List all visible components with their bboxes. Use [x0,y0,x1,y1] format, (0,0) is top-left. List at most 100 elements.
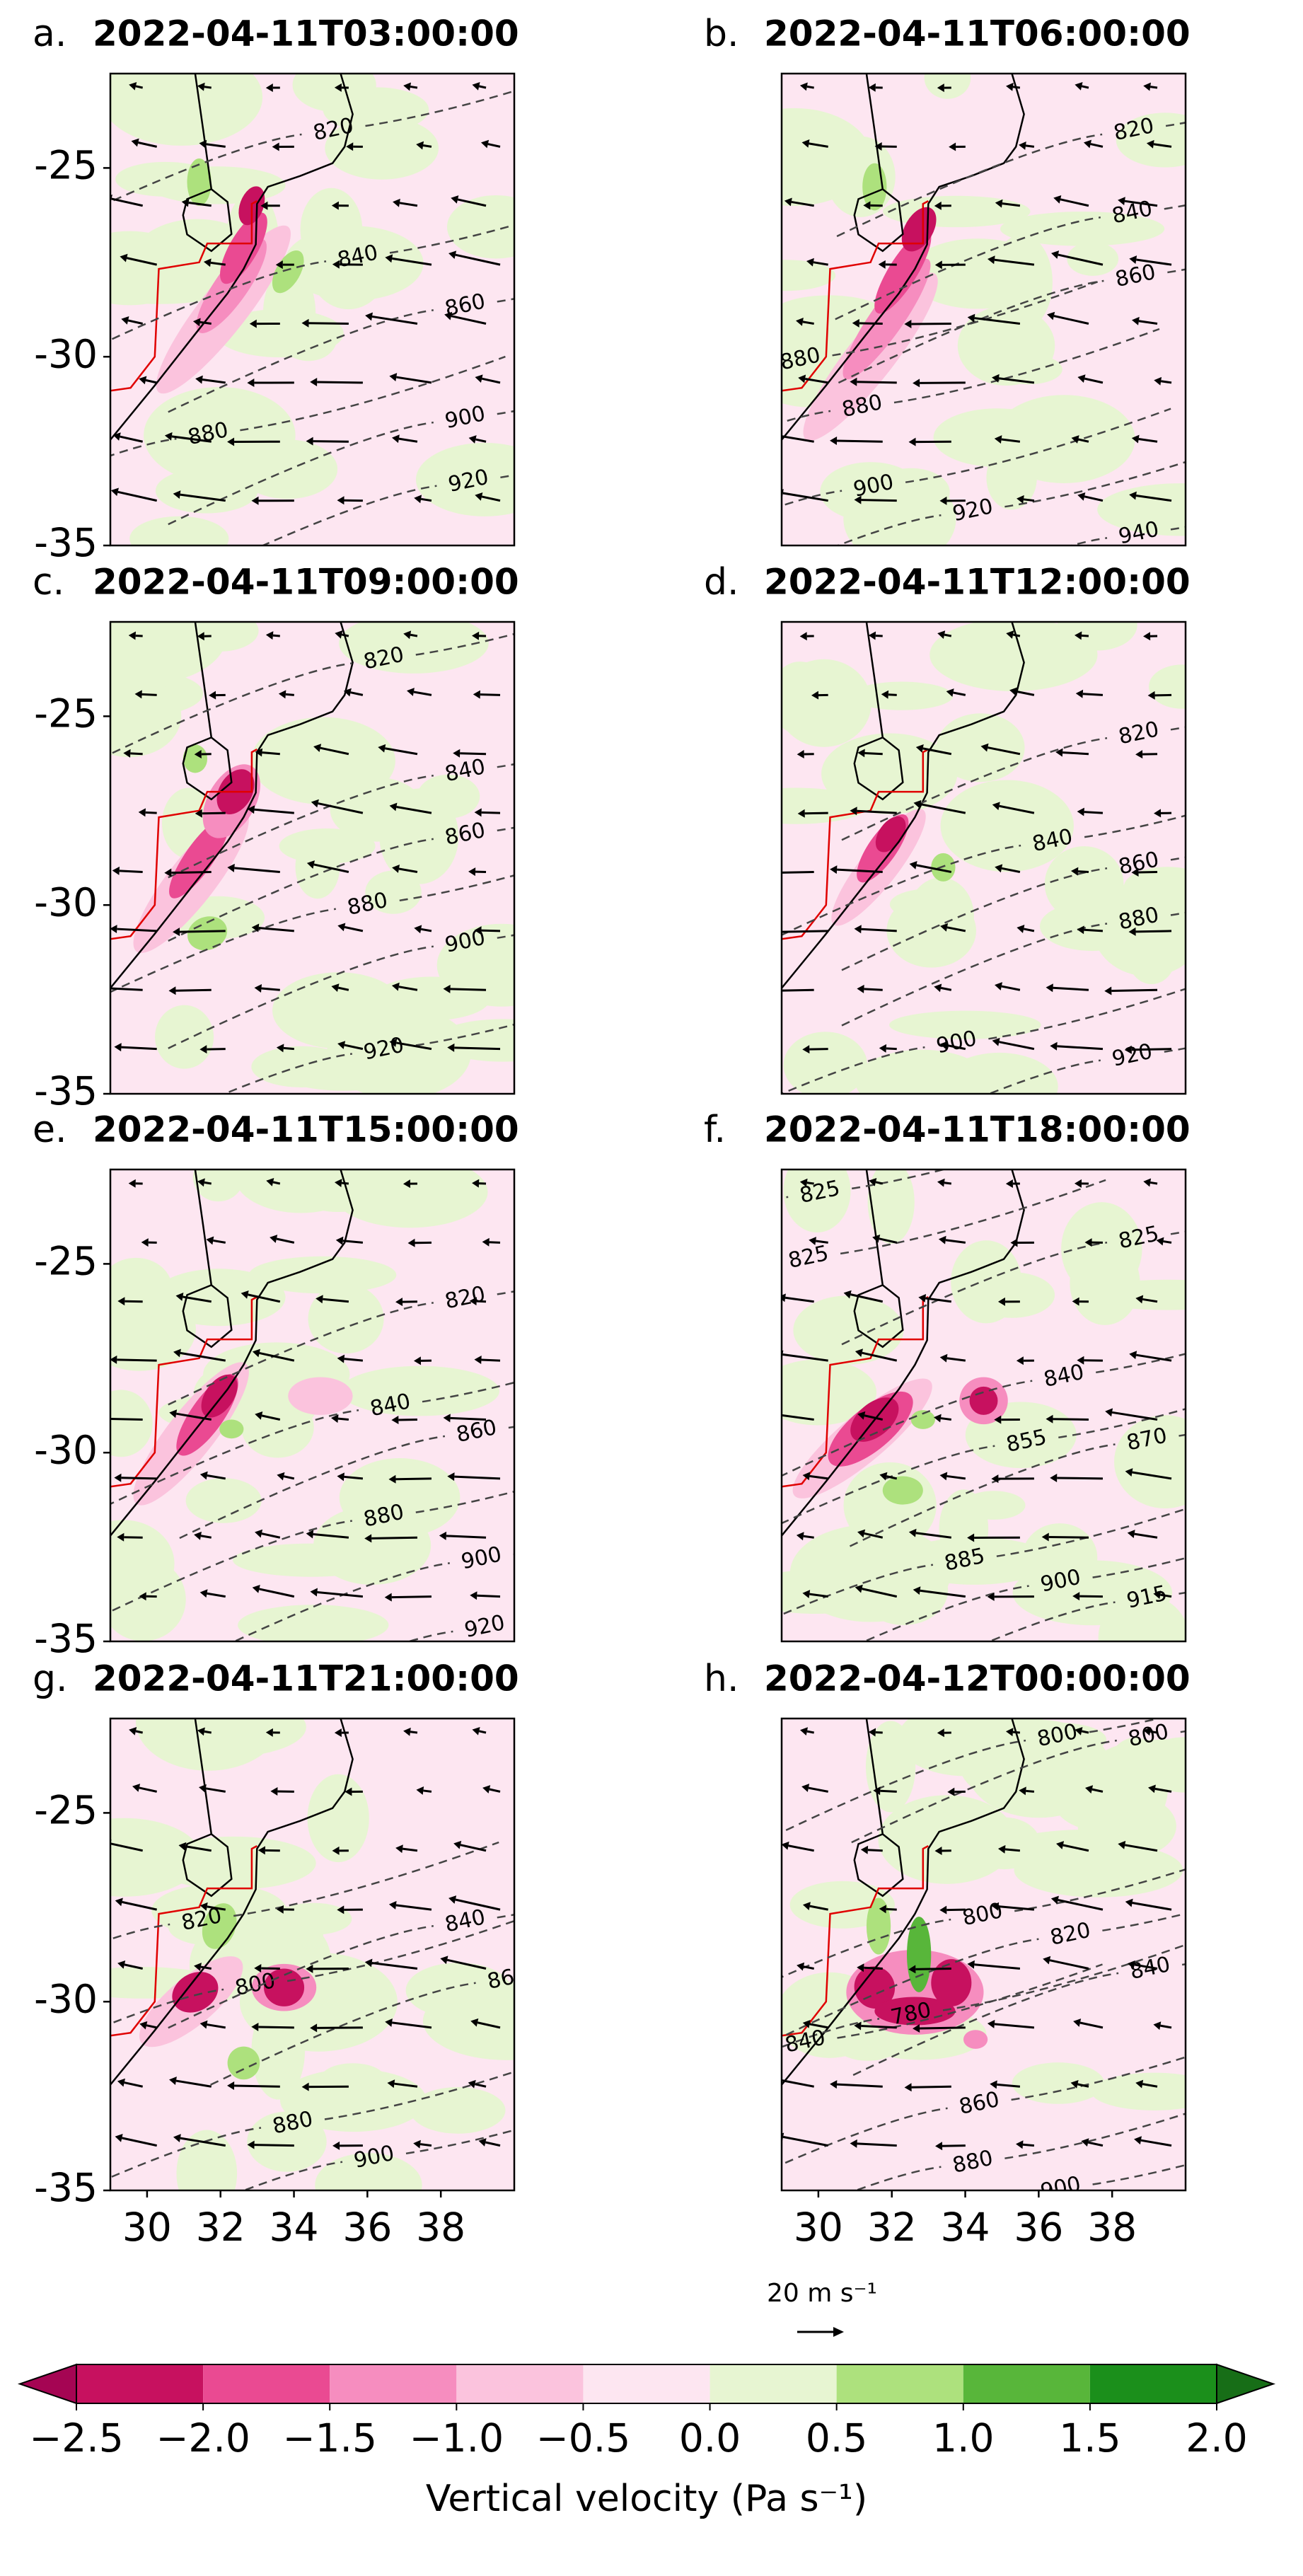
wind-arrow [1149,1730,1158,1734]
wind-arrow-head [199,2020,208,2029]
colorbar-bin [456,2364,584,2403]
wind-arrow-head [1009,687,1018,696]
wind-arrow [179,930,226,933]
province-border [110,1296,257,1488]
colorbar-tick-label: −1.5 [282,2415,377,2461]
wind-arrow [920,803,966,814]
wind-arrow-head [255,1411,263,1420]
wind-arrow [135,1730,144,1734]
shading [339,622,489,674]
wind-arrow-head [197,1178,205,1187]
wind-arrow [199,320,212,325]
wind-arrow [122,2137,158,2147]
wind-arrow [809,1593,828,1598]
wind-arrow [395,1904,432,1911]
wind-arrow-head [909,860,917,870]
wind-arrow [398,986,418,991]
wind-arrow-head [254,984,262,993]
border [194,74,213,190]
wind-arrow [124,1536,143,1539]
wind-arrow-head [860,1845,869,1854]
panel-label: h. [704,1658,739,1700]
wind-arrow-head [414,925,422,934]
wind-arrow-head [1153,1590,1162,1600]
wind-arrow-head [365,312,373,321]
wind-arrow-head [337,496,344,505]
wind-arrow-head [1154,376,1162,386]
shading [969,1386,998,1415]
wind-arrow [391,2021,432,2029]
wind-arrow-head [306,1964,313,1973]
wind-arrow-head [346,142,354,151]
border [865,622,884,738]
wind-arrow-head [1010,1238,1018,1247]
wind-arrow [313,1533,349,1539]
wind-arrow [344,1475,364,1480]
wind-arrow-head [908,437,916,446]
shading [308,1283,384,1354]
contour-line [110,90,514,203]
wind-arrow-head [468,435,477,444]
contour-line [840,1179,1106,1255]
wind-arrow-head [995,982,1003,990]
wind-arrow-head [447,1043,455,1052]
shading [874,230,932,314]
wind-arrow-head [114,1473,122,1482]
shading [1067,242,1119,276]
wind-arrow [862,1588,898,1598]
wind-arrow [1057,1045,1104,1051]
wind-arrow [213,1239,226,1244]
contour-line [782,988,1186,1094]
wind-arrow-head [448,250,457,260]
wind-arrow [121,1477,157,1480]
wind-arrow [915,1532,952,1539]
wind-arrow-head [857,749,865,758]
shading [332,1169,488,1228]
wind-arrow [207,1592,226,1598]
contour-line [110,1490,514,1613]
wind-arrow [1002,202,1021,207]
wind-arrow-head [1075,1727,1083,1735]
wind-arrow-head [868,1728,876,1737]
wind-arrow [342,1240,364,1244]
wind-arrow [782,435,814,443]
wind-arrow-head [980,743,989,752]
wind-arrow [398,437,418,443]
wind-arrow [1058,1899,1104,1911]
wind-arrow-head [343,688,352,697]
wind-arrow [120,435,144,443]
wind-arrow-head [337,1354,345,1363]
shading [227,2046,260,2080]
wind-arrow-head [806,258,814,267]
wind-arrow-head [1148,1784,1156,1794]
wind-arrow [476,1300,487,1303]
wind-arrow [200,1535,212,1539]
wind-arrow-head [197,632,204,641]
wind-arrow-head [175,1293,184,1301]
wind-arrow-head [257,1846,266,1855]
colorbar-extend [1216,2363,1276,2405]
wind-arrow [1001,867,1021,873]
wind-arrow [1081,85,1089,89]
shading [248,1256,397,1294]
wind-arrow-head [908,1528,917,1537]
wind-arrow [999,1041,1035,1051]
wind-arrow-head [407,1238,415,1247]
wind-arrow [258,927,294,932]
wind-arrow-head [992,802,1000,811]
wind-arrow-head [117,1532,124,1542]
wind-arrow [145,379,158,384]
wind-arrow [782,492,828,502]
shading [238,1605,389,1641]
wind-arrow-head [173,1348,181,1358]
contour-line [406,1630,453,1641]
wind-arrow-head [472,81,480,91]
shading [1091,2072,1186,2110]
wind-arrow-head [337,923,346,932]
wind-arrow [135,85,144,89]
wind-arrow-head [1073,2018,1082,2027]
wind-arrow-head [1051,250,1060,259]
contour-line [110,633,514,756]
wind-arrow [1057,1477,1103,1480]
